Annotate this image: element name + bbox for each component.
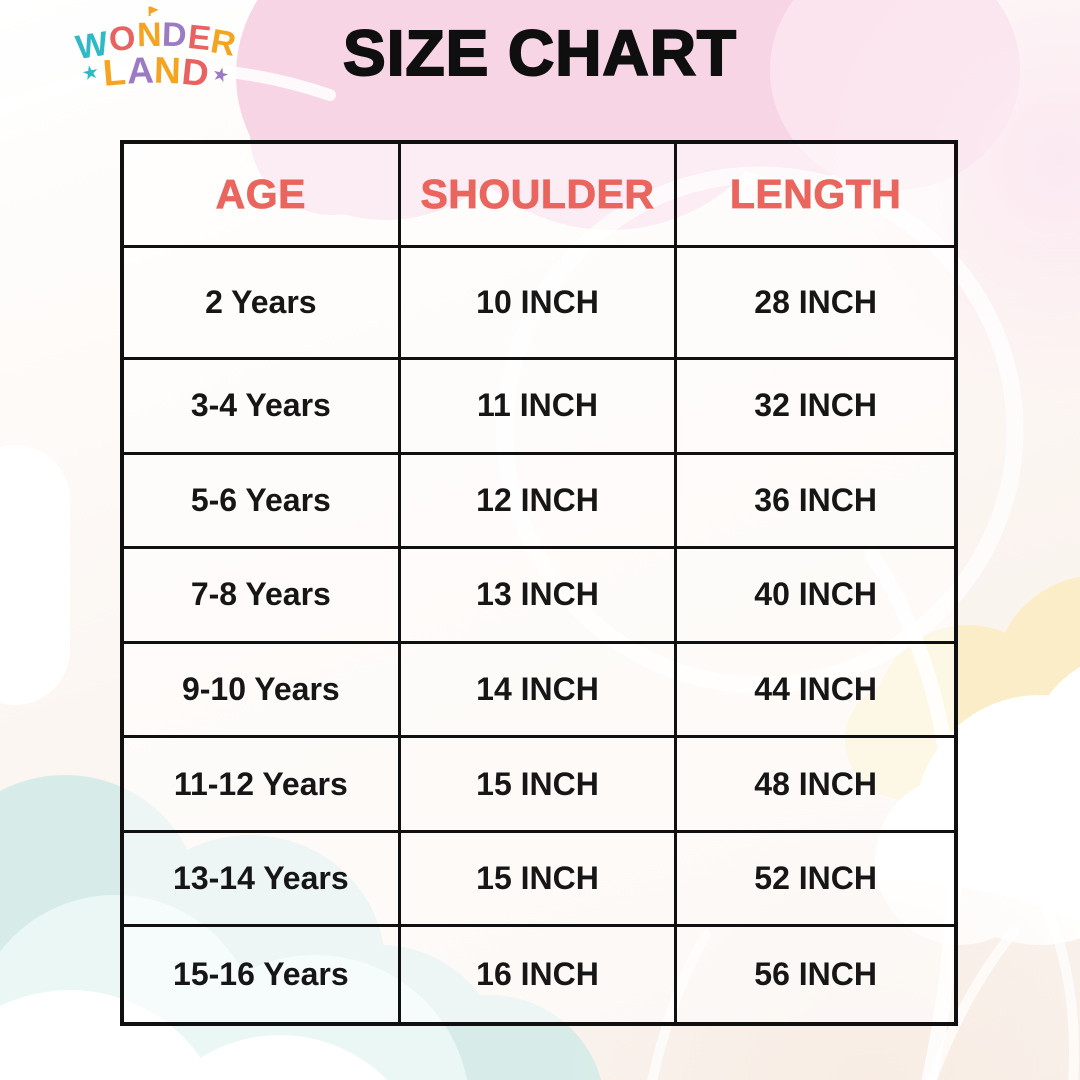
table-header-cell: LENGTH [677, 144, 954, 248]
table-cell: 14 INCH [400, 643, 678, 739]
table-header-cell: SHOULDER [400, 144, 678, 248]
table-cell: 13 INCH [400, 549, 678, 644]
table-cell: 16 INCH [400, 927, 678, 1022]
table-cell: 5-6 Years [124, 454, 401, 550]
table-cell: 15 INCH [400, 738, 678, 833]
table-cell: 56 INCH [677, 927, 954, 1022]
table-cell: 9-10 Years [124, 643, 401, 739]
white-cloud-decoration [0, 445, 70, 705]
table-cell: 11-12 Years [124, 738, 401, 833]
table-cell: 40 INCH [677, 549, 954, 644]
size-table: AGE SHOULDER LENGTH 2 Years 10 INCH 28 INCH 3-… [120, 140, 958, 1026]
table-cell: 10 INCH [400, 248, 678, 360]
table-header-cell: AGE [124, 144, 401, 248]
table-cell: 15-16 Years [124, 927, 401, 1022]
table-cell: 48 INCH [677, 738, 954, 833]
table-cell: 12 INCH [400, 454, 678, 550]
castle-flag-icon [147, 6, 151, 17]
table-cell: 15 INCH [400, 832, 678, 928]
page-title: SIZE CHART [342, 16, 737, 90]
table-cell: 7-8 Years [124, 549, 401, 644]
table-cell: 36 INCH [677, 454, 954, 550]
table-cell: 11 INCH [400, 360, 678, 455]
table-cell: 3-4 Years [124, 360, 401, 455]
table-cell: 44 INCH [677, 643, 954, 739]
table-cell: 28 INCH [677, 248, 954, 360]
table-cell: 2 Years [124, 248, 401, 360]
table-cell: 32 INCH [677, 360, 954, 455]
table-cell: 13-14 Years [124, 832, 401, 928]
table-cell: 52 INCH [677, 832, 954, 928]
